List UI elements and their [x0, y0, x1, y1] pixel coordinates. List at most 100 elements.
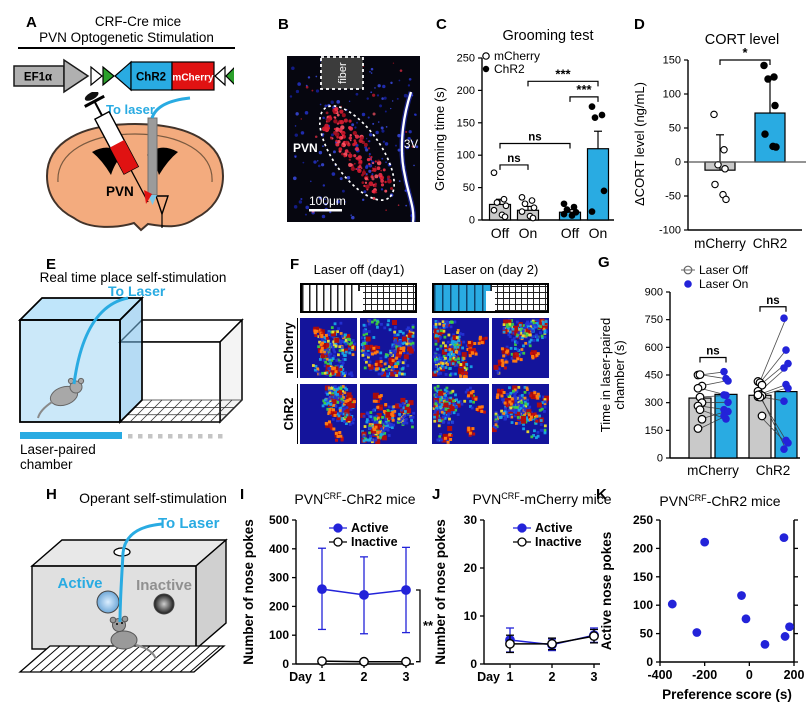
panel-g-label: G	[598, 254, 610, 271]
svg-text:Active: Active	[351, 521, 389, 535]
svg-text:mCherry: mCherry	[494, 49, 540, 63]
mouse	[37, 377, 85, 419]
cort-level-chart: CORT level -100 -50 0 50 100 150 ΔCORT level (n…	[632, 32, 806, 251]
svg-text:ChR2: ChR2	[494, 62, 525, 76]
svg-text:CORT level: CORT level	[705, 32, 779, 48]
hatched-floor	[18, 645, 226, 673]
to-laser-label: To laser	[106, 102, 155, 117]
lox-site-green-right	[102, 65, 115, 87]
svg-text:100: 100	[457, 150, 475, 162]
scalebar	[309, 209, 342, 212]
svg-text:Day: Day	[477, 670, 500, 684]
panel-i-label: I	[240, 486, 245, 503]
pvn-image-label: PVN	[293, 141, 318, 155]
svg-text:PVNCRF-ChR2 mice: PVNCRF-ChR2 mice	[294, 491, 415, 507]
mcherry-reporter-box: mCherry	[171, 61, 215, 91]
svg-text:50: 50	[463, 182, 475, 194]
svg-text:30: 30	[464, 513, 478, 527]
svg-text:0: 0	[470, 657, 477, 671]
svg-text:3: 3	[403, 670, 410, 684]
svg-text:Inactive: Inactive	[535, 535, 582, 549]
svg-text:Laser Off: Laser Off	[699, 263, 749, 277]
svg-text:3: 3	[591, 670, 598, 684]
operant-chamber	[30, 538, 228, 651]
laser-cable	[150, 96, 191, 119]
brain-injection-diagram: To laser PVN	[45, 92, 225, 232]
panel-a-title-2: PVN Optogenetic Stimulation	[18, 30, 235, 49]
svg-text:Off: Off	[491, 225, 510, 241]
svg-text:mCherry: mCherry	[694, 236, 746, 251]
lox-site-green-left	[225, 67, 234, 85]
to-laser-label: To Laser	[108, 284, 166, 299]
svg-text:2: 2	[361, 670, 368, 684]
panel-e-label: E	[46, 256, 57, 273]
active-label: Active	[57, 575, 102, 592]
heatmap-mcherry-off-right	[360, 318, 417, 378]
lox-site-white-right	[90, 65, 103, 87]
fiber-label: fiber	[337, 62, 349, 84]
svg-text:***: ***	[555, 66, 571, 81]
svg-text:150: 150	[645, 425, 663, 437]
row-label-chr2: ChR2	[282, 397, 296, 431]
chamber-schematic-day1	[300, 283, 417, 313]
svg-text:Active: Active	[535, 521, 573, 535]
svg-text:0: 0	[675, 157, 681, 169]
svg-text:PVNCRF-mCherry mice: PVNCRF-mCherry mice	[472, 491, 611, 507]
panel-h-title: Operant self-stimulation	[79, 490, 227, 506]
ef1a-label: EF1α	[24, 72, 52, 84]
svg-text:ns: ns	[528, 132, 541, 144]
to-laser-label: To Laser	[158, 515, 220, 532]
panel-k-label: K	[596, 486, 607, 503]
heatmap-chr2-off-left	[300, 384, 357, 444]
svg-text:300: 300	[645, 397, 663, 409]
preference-scatter-chart: PVNCRF-ChR2 mice 0 50 100 150 200 250 -400 -200 0…	[599, 493, 805, 702]
heatmap-chr2-on-left	[432, 384, 489, 444]
rtpp-diagram: To Laser Laser-paired chamber	[17, 284, 244, 472]
heatmap-mcherry-on-left	[432, 318, 489, 379]
svg-text:500: 500	[269, 513, 289, 527]
operant-box-diagram: Active Inactive To Laser	[18, 515, 228, 673]
svg-text:200: 200	[457, 85, 475, 97]
svg-text:ns: ns	[766, 295, 779, 307]
row-label-mcherry: mCherry	[282, 322, 296, 374]
fluorescence-image: fiber PVN 3V 100μm	[287, 56, 420, 223]
panel-b-label: B	[278, 16, 289, 33]
grid-floor	[119, 399, 243, 423]
injection-site	[144, 190, 152, 204]
pvn-region-label: PVN	[106, 184, 134, 199]
svg-text:**: **	[423, 618, 434, 633]
svg-text:On: On	[519, 225, 538, 241]
svg-text:Time in laser-paired: Time in laser-paired	[598, 318, 613, 432]
chr2-gene-arrow: ChR2	[114, 60, 173, 92]
svg-text:Laser On: Laser On	[699, 277, 748, 291]
svg-text:-100: -100	[659, 225, 681, 237]
svg-text:400: 400	[269, 542, 289, 556]
svg-text:100: 100	[633, 598, 653, 612]
active-nose-poke-hole	[96, 590, 120, 614]
panel-d-label: D	[634, 16, 645, 33]
svg-text:Day: Day	[289, 670, 312, 684]
svg-text:0: 0	[746, 668, 753, 682]
non-paired-dotted-bar	[128, 434, 223, 439]
svg-text:ChR2: ChR2	[756, 463, 791, 478]
laser-paired-bar	[20, 432, 122, 439]
svg-text:200: 200	[269, 599, 289, 613]
scalebar-label: 100μm	[309, 194, 346, 208]
svg-text:mCherry: mCherry	[687, 463, 739, 478]
laser-paired-label-1: Laser-paired	[20, 442, 96, 457]
svg-text:450: 450	[645, 370, 663, 382]
laser-off-column-title: Laser off (day1)	[313, 262, 405, 277]
ventricle-wall-line	[400, 91, 415, 223]
mcherry-nose-poke-chart: PVNCRF-mCherry mice 0 10 20 30 1 2 3 Day Number o…	[433, 491, 612, 684]
svg-text:200: 200	[784, 668, 805, 682]
panel-a-title-1: CRF-Cre mice	[94, 14, 182, 29]
svg-text:1: 1	[507, 670, 514, 684]
svg-text:1: 1	[319, 670, 326, 684]
svg-text:Grooming test: Grooming test	[502, 28, 593, 44]
panel-j-label: J	[432, 486, 441, 503]
svg-text:20: 20	[464, 561, 478, 575]
pvn-dotted-outline	[318, 105, 396, 201]
heatmap-mcherry-on-right	[492, 318, 549, 378]
laser-on-column-title: Laser on (day 2)	[443, 262, 539, 277]
svg-text:50: 50	[640, 627, 654, 641]
